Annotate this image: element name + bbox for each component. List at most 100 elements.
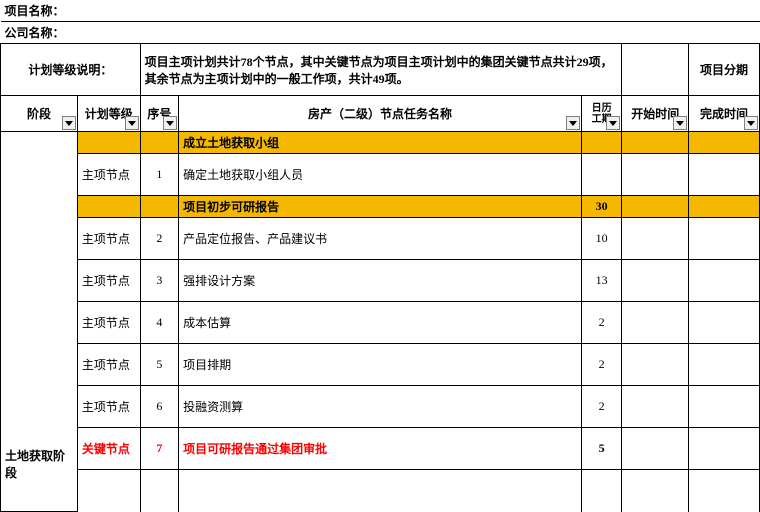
project-phase-label: 项目分期	[689, 44, 760, 96]
company-name-row: 公司名称：	[1, 22, 760, 44]
cell-start	[622, 302, 689, 344]
table-row: 主项节点 1 确定土地获取小组人员	[1, 154, 760, 196]
cell-start	[622, 386, 689, 428]
cell-duration: 2	[581, 386, 621, 428]
cell-start	[622, 428, 689, 470]
plan-desc-row: 计划等级说明： 项目主项计划共计78个节点，其中关键节点为项目主项计划中的集团关…	[1, 44, 760, 96]
cell-duration: 10	[581, 218, 621, 260]
project-name-value	[140, 0, 759, 22]
cell-start	[622, 154, 689, 196]
table-row: 主项节点 3 强排设计方案 13	[1, 260, 760, 302]
filter-dropdown-icon[interactable]	[163, 116, 177, 130]
col-task[interactable]: 房产（二级）节点任务名称	[179, 96, 582, 132]
filter-dropdown-icon[interactable]	[566, 116, 580, 130]
section-duration: 30	[581, 196, 621, 218]
cell-seq: 4	[140, 302, 178, 344]
cell-task: 项目可研报告通过集团审批	[179, 428, 582, 470]
col-phase[interactable]: 阶段	[1, 96, 78, 132]
section-end	[689, 196, 760, 218]
cell-end	[689, 154, 760, 196]
table-row: 主项节点 6 投融资测算 2	[1, 386, 760, 428]
col-duration[interactable]: 日历工期	[581, 96, 621, 132]
cell-duration: 13	[581, 260, 621, 302]
cell-seq	[140, 470, 178, 512]
cell-seq: 3	[140, 260, 178, 302]
cell-end	[689, 428, 760, 470]
cell-level: 主项节点	[77, 302, 140, 344]
cell-start	[622, 260, 689, 302]
section-start	[622, 132, 689, 154]
cell-end	[689, 260, 760, 302]
plan-desc-text: 项目主项计划共计78个节点，其中关键节点为项目主项计划中的集团关键节点共计29项…	[140, 44, 622, 96]
project-name-label: 项目名称：	[1, 0, 141, 22]
section-row: 项目初步可研报告 30	[1, 196, 760, 218]
company-name-label: 公司名称：	[1, 22, 141, 44]
table-row: 关键节点 7 项目可研报告通过集团审批 5	[1, 428, 760, 470]
col-start[interactable]: 开始时间	[622, 96, 689, 132]
filter-dropdown-icon[interactable]	[606, 116, 620, 130]
filter-dropdown-icon[interactable]	[62, 116, 76, 130]
cell-task: 强排设计方案	[179, 260, 582, 302]
col-level[interactable]: 计划等级	[77, 96, 140, 132]
cell-end	[689, 218, 760, 260]
cell-end	[689, 386, 760, 428]
cell-end	[689, 344, 760, 386]
project-plan-table: 项目名称： 公司名称： 计划等级说明： 项目主项计划共计78个节点，其中关键节点…	[0, 0, 760, 512]
cell-duration	[581, 154, 621, 196]
cell-seq: 1	[140, 154, 178, 196]
section-start	[622, 196, 689, 218]
table-row: 主项节点 5 项目排期 2	[1, 344, 760, 386]
section-end	[689, 132, 760, 154]
cell-end	[689, 302, 760, 344]
section-level	[77, 196, 140, 218]
filter-dropdown-icon[interactable]	[744, 116, 758, 130]
col-end[interactable]: 完成时间	[689, 96, 760, 132]
cell-seq: 5	[140, 344, 178, 386]
cell-duration: 2	[581, 344, 621, 386]
cell-start	[622, 218, 689, 260]
cell-task: 投融资测算	[179, 386, 582, 428]
col-end-text: 完成时间	[700, 107, 748, 121]
cell-task: 确定土地获取小组人员	[179, 154, 582, 196]
cell-task: 成本估算	[179, 302, 582, 344]
cell-level: 主项节点	[77, 344, 140, 386]
project-name-row: 项目名称：	[1, 0, 760, 22]
filter-dropdown-icon[interactable]	[673, 116, 687, 130]
cell-level: 关键节点	[77, 428, 140, 470]
cell-level: 主项节点	[77, 260, 140, 302]
section-title: 项目初步可研报告	[179, 196, 582, 218]
col-phase-text: 阶段	[27, 107, 51, 121]
table-row	[1, 470, 760, 512]
col-task-text: 房产（二级）节点任务名称	[308, 107, 452, 121]
cell-level: 主项节点	[77, 154, 140, 196]
cell-task: 项目排期	[179, 344, 582, 386]
table-row: 主项节点 4 成本估算 2	[1, 302, 760, 344]
section-level	[77, 132, 140, 154]
cell-start	[622, 344, 689, 386]
cell-seq: 2	[140, 218, 178, 260]
section-seq	[140, 132, 178, 154]
cell-duration: 5	[581, 428, 621, 470]
section-seq	[140, 196, 178, 218]
cell-duration	[581, 470, 621, 512]
cell-duration: 2	[581, 302, 621, 344]
cell-seq: 7	[140, 428, 178, 470]
company-name-value	[140, 22, 759, 44]
section-row: 土地获取阶段 成立土地获取小组	[1, 132, 760, 154]
col-seq[interactable]: 序号	[140, 96, 178, 132]
cell-end	[689, 470, 760, 512]
section-title: 成立土地获取小组	[179, 132, 582, 154]
table-row: 主项节点 2 产品定位报告、产品建议书 10	[1, 218, 760, 260]
filter-dropdown-icon[interactable]	[125, 116, 139, 130]
cell-seq: 6	[140, 386, 178, 428]
cell-task	[179, 470, 582, 512]
section-duration	[581, 132, 621, 154]
cell-task: 产品定位报告、产品建议书	[179, 218, 582, 260]
plan-desc-blank	[622, 44, 689, 96]
plan-desc-label: 计划等级说明：	[1, 44, 141, 96]
cell-level: 主项节点	[77, 218, 140, 260]
cell-level	[77, 470, 140, 512]
phase-cell: 土地获取阶段	[1, 132, 78, 512]
col-start-text: 开始时间	[631, 107, 679, 121]
cell-level: 主项节点	[77, 386, 140, 428]
